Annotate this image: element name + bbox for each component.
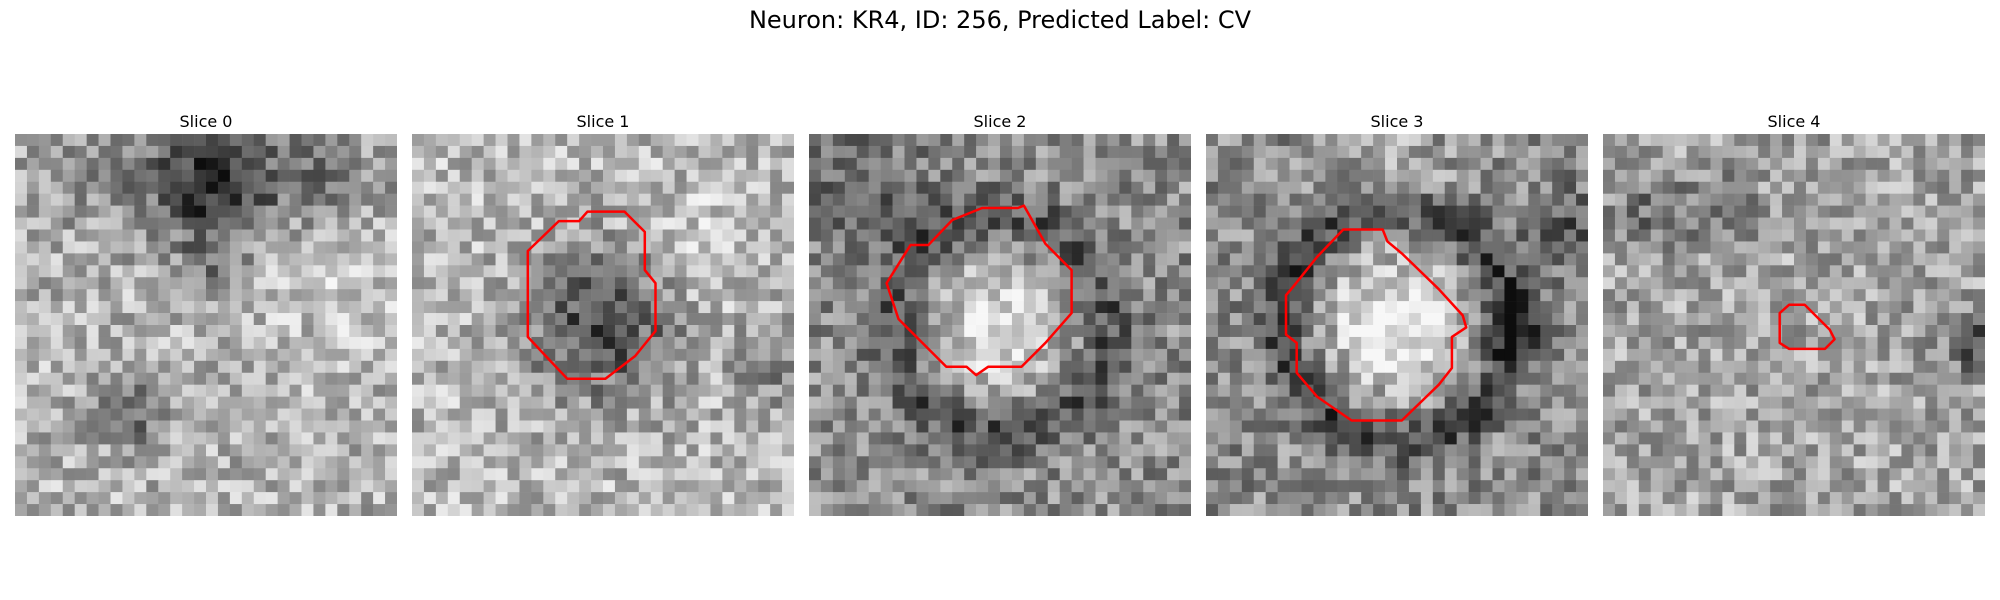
slice-title-3: Slice 3: [1370, 112, 1424, 131]
slice-title-1: Slice 1: [576, 112, 630, 131]
segmentation-contour: [885, 204, 1073, 377]
slice-title-4: Slice 4: [1767, 112, 1821, 131]
segmentation-contour: [1778, 303, 1836, 351]
slice-panel-1: Slice 1: [412, 110, 794, 516]
slice-image-4: [1603, 134, 1985, 516]
slice-title-0: Slice 0: [179, 112, 233, 131]
slice-panel-2: Slice 2: [809, 110, 1191, 516]
figure-title: Neuron: KR4, ID: 256, Predicted Label: C…: [748, 6, 1252, 34]
slice-image-0: [15, 134, 397, 516]
slice-image-2: [809, 134, 1191, 516]
slice-panel-0: Slice 0: [15, 110, 397, 516]
slice-panel-3: Slice 3: [1206, 110, 1588, 516]
segmentation-contour: [526, 210, 657, 380]
slice-panel-4: Slice 4: [1603, 110, 1985, 516]
slice-image-3: [1206, 134, 1588, 516]
slice-image-1: [412, 134, 794, 516]
segmentation-contour: [1284, 228, 1468, 422]
slice-title-2: Slice 2: [973, 112, 1027, 131]
